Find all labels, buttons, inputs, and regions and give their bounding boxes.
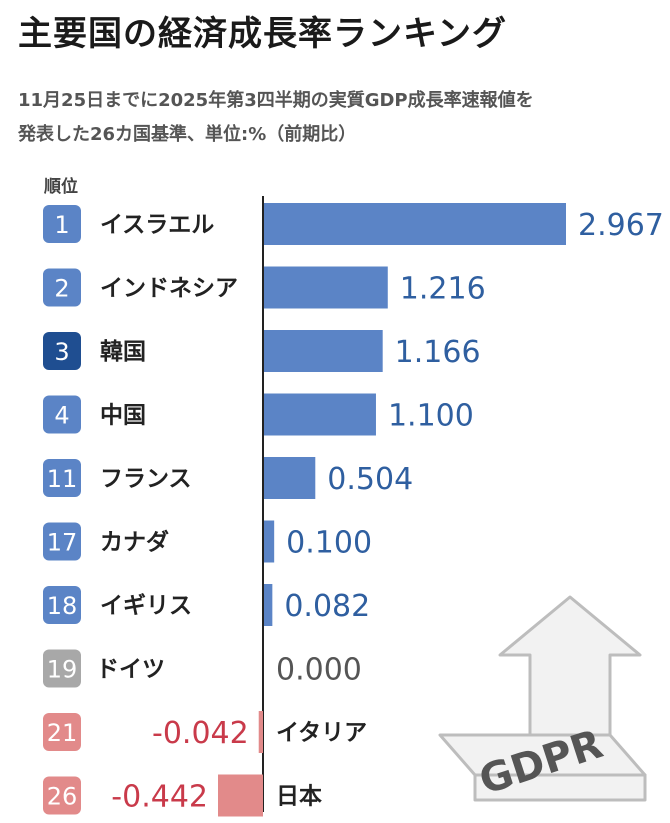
rank-badge <box>43 776 81 815</box>
rank-label: 11 <box>47 465 78 493</box>
country-label: インドネシア <box>100 276 238 302</box>
rank-badge <box>43 268 81 307</box>
rank-label: 26 <box>47 783 78 811</box>
bar <box>264 330 383 372</box>
data-label: 0.082 <box>284 589 370 624</box>
bar <box>264 584 273 626</box>
country-label: 中国 <box>100 403 146 429</box>
rank-label: 2 <box>54 275 69 303</box>
data-label: 1.166 <box>395 335 481 370</box>
bar <box>258 711 263 753</box>
data-label: -0.042 <box>152 716 249 751</box>
rank-badge <box>43 713 81 751</box>
bar <box>264 203 566 245</box>
bar <box>264 266 388 309</box>
rank-badge <box>43 332 81 370</box>
chart-subtitle-line-2: 発表した26カ国基準、単位:%（前期比） <box>18 124 357 145</box>
bar <box>264 393 376 436</box>
bar <box>218 774 263 817</box>
rank-badge <box>43 522 81 561</box>
data-label: 1.216 <box>400 272 486 307</box>
gdpr-arrow-icon <box>438 595 647 802</box>
country-label: 日本 <box>276 784 322 810</box>
rank-column-header: 順位 <box>44 177 78 197</box>
chart-subtitle-line-1: 11月25日までに2025年第3四半期の実質GDP成長率速報値を <box>18 90 534 111</box>
rank-label: 18 <box>47 592 78 620</box>
rank-badge <box>43 586 81 624</box>
rank-label: 3 <box>54 338 69 366</box>
rank-label: 19 <box>47 656 78 684</box>
country-label: イギリス <box>100 593 192 619</box>
data-label: 0.000 <box>276 653 362 688</box>
data-label: 2.967 <box>578 208 664 243</box>
rank-label: 21 <box>47 719 78 747</box>
rank-label: 17 <box>47 529 78 557</box>
data-label: 1.100 <box>388 399 474 434</box>
bar <box>264 457 316 499</box>
country-label: イスラエル <box>100 212 214 238</box>
country-label: カナダ <box>100 529 169 556</box>
country-label: 韓国 <box>100 338 146 365</box>
rank-badge <box>43 459 81 497</box>
country-label: フランス <box>100 466 192 492</box>
country-label: ドイツ <box>96 657 165 683</box>
country-label: イタリア <box>276 720 367 746</box>
chart-title: 主要国の経済成長率ランキング <box>18 14 507 54</box>
rank-label: 1 <box>54 211 69 239</box>
bar <box>264 520 275 563</box>
rank-badge <box>43 205 81 243</box>
rank-badge <box>43 649 81 688</box>
gdpr-watermark: GDPR <box>438 595 647 804</box>
data-label: -0.442 <box>111 780 208 815</box>
rank-label: 4 <box>54 402 69 430</box>
rank-badge <box>43 395 81 434</box>
data-label: 0.504 <box>327 462 413 497</box>
data-label: 0.100 <box>286 526 372 561</box>
